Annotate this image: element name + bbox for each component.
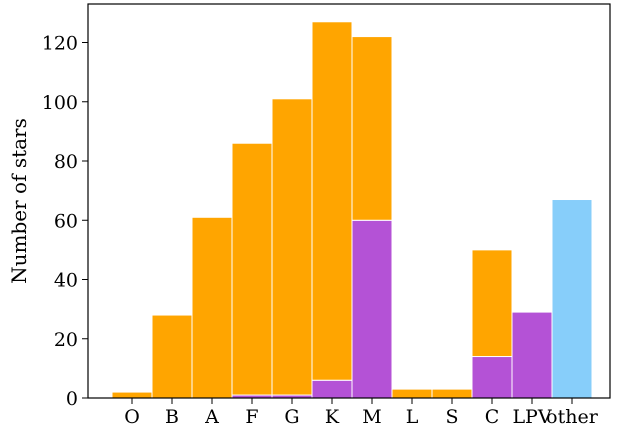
bar-k-series-0 [311, 379, 353, 399]
y-tick-label: 0 [66, 388, 78, 410]
x-tick-label-l: L [406, 406, 419, 428]
x-tick-label-s: S [445, 406, 458, 428]
bar-s-series-1 [431, 388, 473, 399]
x-tick-label-o: O [124, 406, 140, 428]
y-axis-label: Number of stars [7, 118, 31, 284]
x-tick-label-c: C [485, 406, 500, 428]
bar-k-series-1 [311, 21, 353, 381]
bar-g-series-1 [271, 98, 313, 396]
bar-l-series-1 [391, 388, 433, 399]
bar-a-series-1 [191, 216, 233, 399]
x-tick-label-m: M [362, 406, 381, 428]
bar-lpv-series-0 [511, 311, 553, 399]
bar-o-series-1 [111, 391, 153, 399]
plot-frame [87, 3, 611, 399]
bar-f-series-1 [231, 142, 273, 396]
y-tick-label: 80 [54, 151, 78, 173]
y-tick-label: 40 [54, 270, 78, 292]
bar-other-series-2 [551, 199, 593, 399]
bar-c-series-0 [471, 356, 513, 399]
x-tick-label-b: B [165, 406, 179, 428]
bar-m-series-1 [351, 36, 393, 221]
y-axis-ticks: 0 20 40 60 80 100 120 [42, 33, 88, 410]
x-tick-label-g: G [284, 406, 299, 428]
bar-c-series-1 [471, 249, 513, 358]
x-tick-label-f: F [245, 406, 258, 428]
y-tick-label: 60 [54, 210, 78, 232]
bar-m-series-0 [351, 219, 393, 399]
y-tick-label: 20 [54, 329, 78, 351]
x-tick-label-lpv: LPV [512, 406, 551, 428]
bar-b-series-1 [151, 314, 193, 399]
x-tick-label-other: other [546, 406, 599, 428]
y-tick-label: 100 [42, 92, 78, 114]
x-tick-label-a: A [204, 406, 219, 428]
bars-group [111, 21, 593, 399]
y-tick-label: 120 [42, 33, 78, 55]
x-tick-label-k: K [325, 406, 340, 428]
